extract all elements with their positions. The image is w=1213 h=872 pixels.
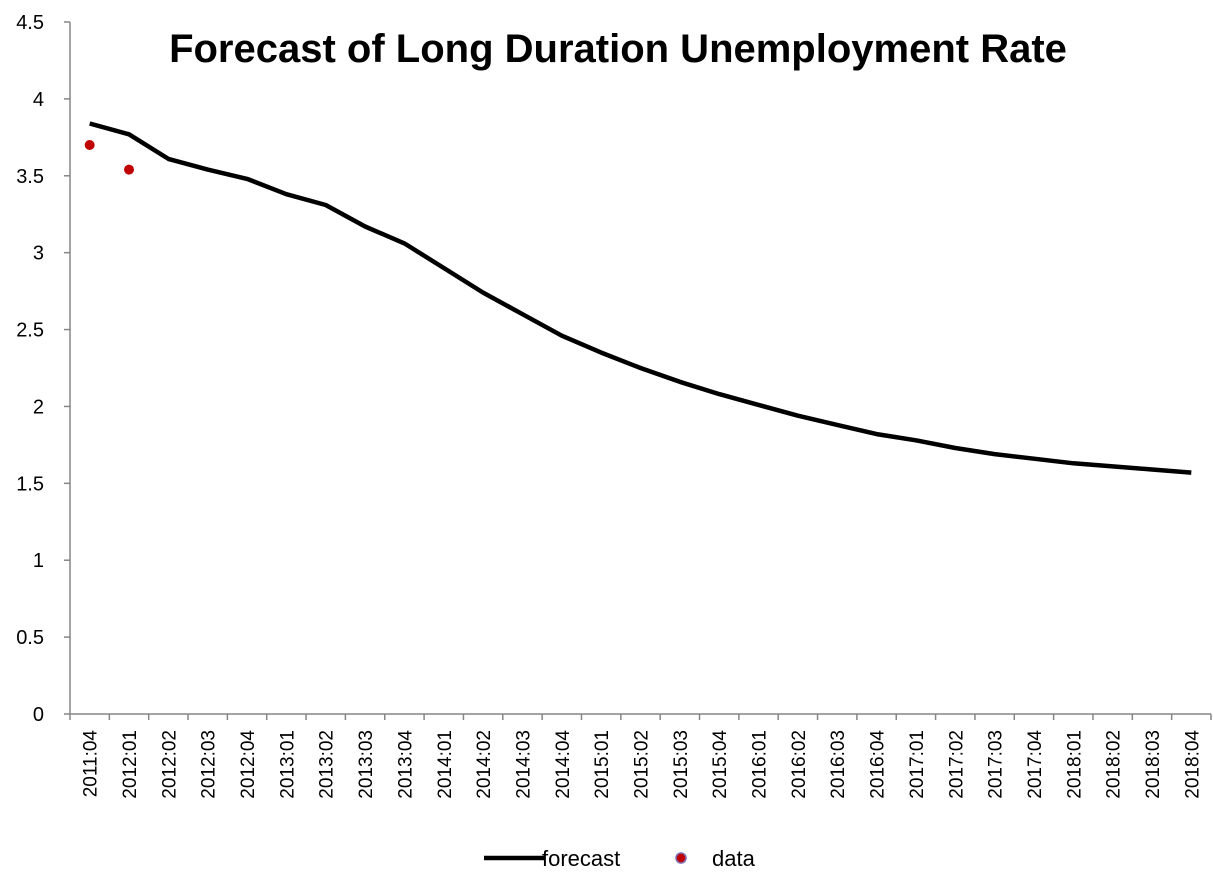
chart-plot-area [84, 121, 1192, 475]
x-tick-label: 2017:03 [986, 730, 1007, 799]
y-tick-label: 4 [33, 89, 44, 111]
x-tick-label: 2017:01 [907, 730, 928, 799]
x-tick-label: 2018:01 [1064, 730, 1085, 799]
x-tick-label: 2015:03 [671, 730, 692, 799]
x-tick-label: 2015:04 [710, 730, 731, 799]
chart-title: Forecast of Long Duration Unemployment R… [169, 27, 1067, 71]
forecast-line [89, 121, 1192, 475]
x-tick-label: 2013:04 [395, 730, 416, 799]
x-tick-label: 2011:04 [81, 730, 102, 798]
x-tick-label: 2016:01 [750, 730, 771, 799]
x-tick-label: 2012:02 [159, 730, 180, 799]
x-tick-label: 2013:02 [317, 730, 338, 799]
x-tick-label: 2017:04 [1025, 730, 1046, 799]
y-tick-label: 3 [33, 243, 44, 265]
y-tick-label: 4.5 [16, 12, 44, 34]
chart-axes: 0 0.5 1 1.5 2 2.5 3 3.5 4 4.5 2011:04 2012:01 2012:0… [16, 12, 1212, 799]
x-tick-label: 2016:04 [868, 730, 889, 799]
x-tick-label: 2012:03 [199, 730, 220, 799]
y-tick-label: 2.5 [16, 320, 44, 342]
data-point [124, 164, 135, 175]
y-tick-label: 2 [33, 396, 44, 418]
data-point [84, 140, 95, 151]
legend-data-swatch [675, 852, 687, 864]
legend-forecast-label: forecast [542, 846, 620, 871]
x-tick-label: 2016:03 [828, 730, 849, 799]
legend-data-label: data [712, 846, 756, 871]
x-tick-label: 2012:04 [238, 730, 259, 799]
x-tick-label: 2014:04 [553, 730, 574, 799]
x-tick-label: 2014:01 [435, 730, 456, 799]
y-tick-label: 1.5 [16, 473, 44, 495]
x-tick-label: 2016:02 [789, 730, 810, 799]
x-tick-label: 2018:04 [1182, 730, 1203, 799]
x-tick-label: 2013:03 [356, 730, 377, 799]
x-tick-label: 2012:01 [120, 730, 141, 799]
y-tick-label: 3.5 [16, 166, 44, 188]
x-tick-label: 2018:02 [1104, 730, 1125, 799]
x-tick-label: 2014:02 [474, 730, 495, 799]
y-tick-label: 0.5 [16, 627, 44, 649]
chart-legend: forecast data [484, 846, 756, 871]
x-tick-label: 2014:03 [513, 730, 534, 799]
y-tick-label: 1 [33, 550, 44, 572]
y-tick-label: 0 [33, 704, 44, 726]
x-tick-label: 2018:03 [1143, 730, 1164, 799]
x-tick-label: 2015:01 [592, 730, 613, 799]
x-tick-label: 2013:01 [277, 730, 298, 799]
x-tick-label: 2015:02 [632, 730, 653, 799]
x-tick-label: 2017:02 [946, 730, 967, 799]
